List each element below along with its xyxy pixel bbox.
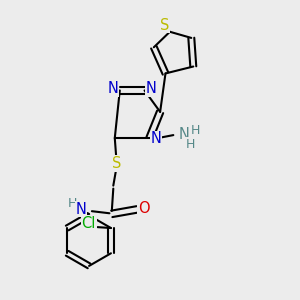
Text: H: H xyxy=(186,137,195,151)
Text: N: N xyxy=(108,81,119,96)
Text: N: N xyxy=(178,127,189,142)
Text: S: S xyxy=(112,156,121,171)
Text: S: S xyxy=(160,18,169,33)
Text: N: N xyxy=(76,202,87,217)
Text: Cl: Cl xyxy=(82,216,96,231)
Text: H: H xyxy=(190,124,200,137)
Text: N: N xyxy=(146,81,157,96)
Text: N: N xyxy=(151,131,161,146)
Text: O: O xyxy=(138,201,149,216)
Text: H: H xyxy=(68,197,77,210)
